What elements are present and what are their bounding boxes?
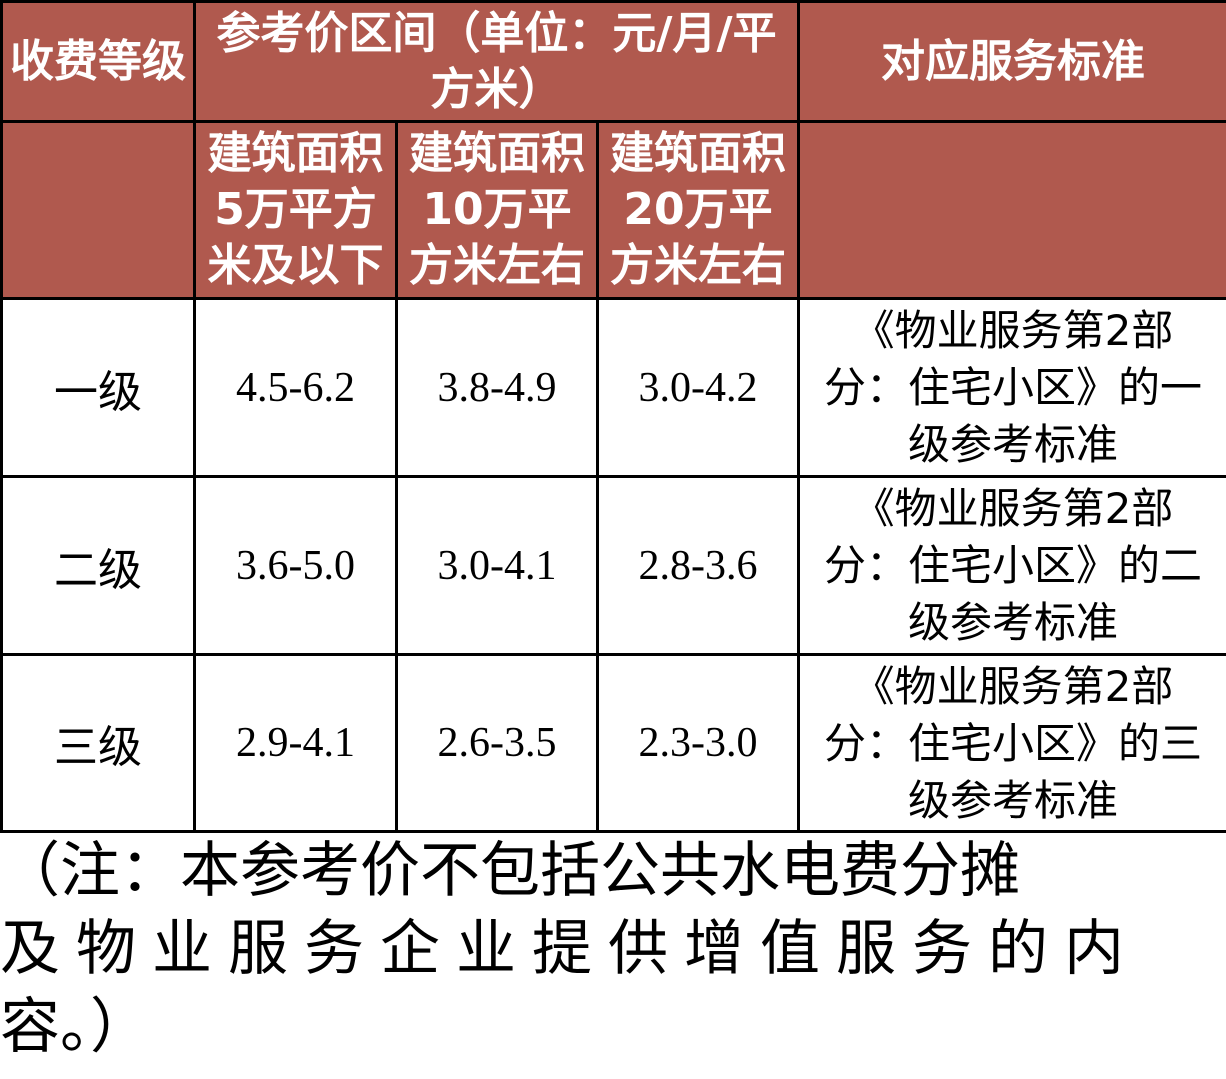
- standard-cell: 《物业服务第2部分：住宅小区》的二级参考标准: [797, 475, 1226, 656]
- table-row: 三级 2.9-4.1 2.6-3.5 2.3-3.0 《物业服务第2部分：住宅小…: [0, 653, 1226, 833]
- header-standard: 对应服务标准: [797, 0, 1226, 123]
- price-cell: 3.0-4.1: [395, 475, 599, 656]
- price-cell: 2.9-4.1: [193, 653, 398, 833]
- footnote-line: 及物业服务企业提供增值服务的内: [0, 914, 1140, 984]
- grade-cell: 一级: [0, 297, 196, 478]
- fee-table: 收费等级 参考价区间（单位：元/月/平方米） 对应服务标准 建筑面积5万平方米及…: [0, 0, 1226, 833]
- footnote-line: （注：本参考价不包括公共水电费分摊: [0, 836, 1020, 906]
- footnote-line: 容。）: [0, 992, 150, 1062]
- price-cell: 4.5-6.2: [193, 297, 398, 478]
- grade-cell: 二级: [0, 475, 196, 656]
- price-cell: 2.8-3.6: [595, 475, 801, 656]
- footnote: （注：本参考价不包括公共水电费分摊 及物业服务企业提供增值服务的内 容。）: [0, 832, 1226, 1066]
- price-cell: 3.8-4.9: [395, 297, 599, 478]
- header-price-range: 参考价区间（单位：元/月/平方米）: [192, 0, 801, 123]
- header-grade: 收费等级: [0, 0, 196, 123]
- standard-cell: 《物业服务第2部分：住宅小区》的三级参考标准: [797, 653, 1226, 833]
- table-row: 二级 3.6-5.0 3.0-4.1 2.8-3.6 《物业服务第2部分：住宅小…: [0, 475, 1226, 656]
- table-row: 一级 4.5-6.2 3.8-4.9 3.0-4.2 《物业服务第2部分：住宅小…: [0, 297, 1226, 478]
- price-cell: 2.6-3.5: [395, 653, 599, 833]
- price-cell: 3.6-5.0: [193, 475, 398, 656]
- header-area-10: 建筑面积10万平方米左右: [395, 120, 599, 300]
- header-area-5: 建筑面积5万平方米及以下: [193, 120, 398, 300]
- standard-cell: 《物业服务第2部分：住宅小区》的一级参考标准: [797, 297, 1226, 478]
- price-cell: 3.0-4.2: [595, 297, 801, 478]
- header-empty: [0, 120, 196, 300]
- price-cell: 2.3-3.0: [595, 653, 801, 833]
- header-area-20: 建筑面积20万平方米左右: [595, 120, 801, 300]
- header-empty: [797, 120, 1226, 300]
- grade-cell: 三级: [0, 653, 196, 833]
